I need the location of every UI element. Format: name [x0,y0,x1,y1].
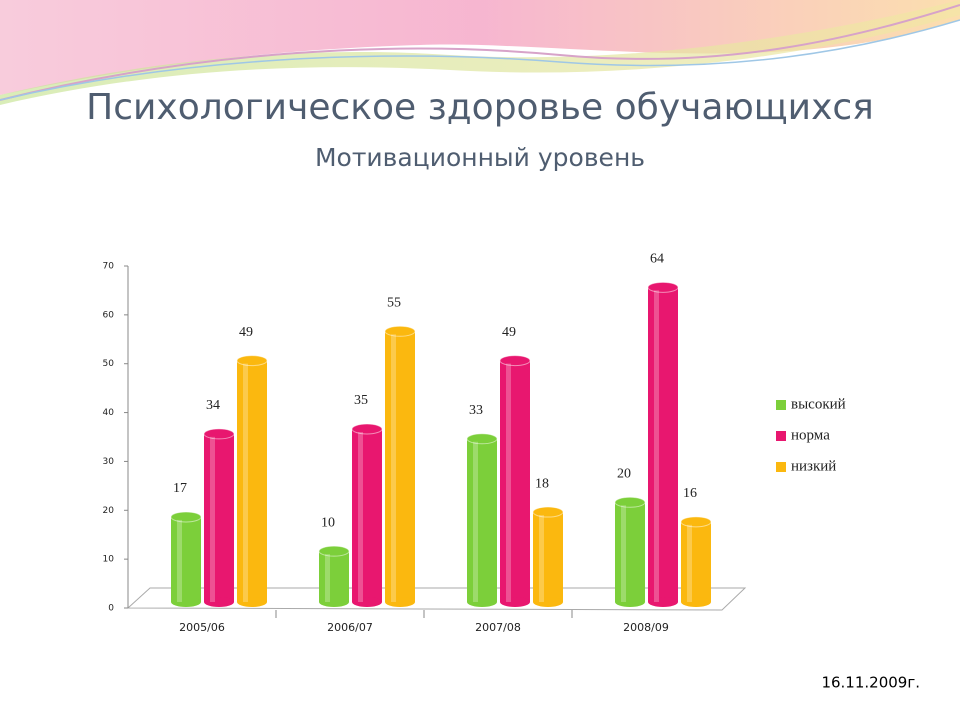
bar [615,502,645,602]
bar [352,429,382,602]
bar-bottom [237,597,267,607]
bar-shine [210,436,215,602]
y-tick-label: 20 [103,506,115,516]
bar-bottom [171,597,201,607]
decoration [0,0,960,105]
bar-shine [654,290,659,602]
bar [500,360,530,602]
legend-swatch [776,462,786,472]
x-tick-label: 2007/08 [475,621,521,634]
legend-label: высокий [791,396,846,412]
bar-bottom [681,597,711,607]
bar-bottom [385,597,415,607]
bar-bottom [500,597,530,607]
value-label: 10 [321,515,335,530]
bar-top [466,433,498,445]
bar-top [680,516,712,528]
legend-label: низкий [791,458,836,474]
bar-shine [391,334,396,602]
bar-shine [325,554,330,602]
bar-shine [506,363,511,602]
legend-swatch [776,400,786,410]
bar-top [384,325,416,337]
subtitle: Мотивационный уровень [315,143,645,172]
bar-shine [621,505,626,602]
bar-shine [473,441,478,602]
y-tick-label: 60 [103,310,115,320]
value-label: 64 [650,252,664,267]
bar [467,438,497,602]
bar [171,516,201,602]
bar-top [203,428,235,440]
y-tick-label: 10 [103,555,115,565]
value-label: 49 [239,325,253,340]
bar [204,433,234,602]
legend-swatch [776,431,786,441]
x-tick-label: 2008/09 [623,621,669,634]
value-label: 20 [617,467,631,482]
bar-top [351,423,383,435]
title: Психологическое здоровье обучающихся [86,87,874,128]
bar [533,512,563,602]
bar [648,287,678,602]
bar [385,331,415,602]
y-tick-label: 30 [103,457,115,467]
bar-bottom [533,597,563,607]
value-label: 34 [206,398,220,413]
bar-top [532,506,564,518]
bar-top [647,281,679,293]
bar-top [236,355,268,367]
value-label: 33 [469,403,483,418]
chart-floor [126,587,747,611]
bar [681,521,711,602]
date: 16.11.2009г. [821,674,920,692]
bar-shine [358,432,363,602]
bar-bottom [467,597,497,607]
y-tick-label: 50 [103,359,115,369]
y-tick-label: 0 [108,604,114,614]
bar-shine [243,363,248,602]
bar-top [318,545,350,557]
bar [237,360,267,602]
bar-bottom [648,597,678,607]
bar-bottom [352,597,382,607]
x-tick-label: 2006/07 [327,621,373,634]
bar-top [170,511,202,523]
y-tick-label: 40 [103,408,115,418]
bar [319,551,349,602]
bar-shine [687,524,692,602]
bar-shine [177,519,182,602]
value-label: 17 [173,481,187,496]
y-tick-label: 70 [103,262,115,272]
value-label: 55 [387,296,401,311]
bar-top [614,496,646,508]
bar-bottom [204,597,234,607]
value-label: 18 [535,476,549,491]
bar-top [499,355,531,367]
value-label: 49 [502,325,516,340]
bar-bottom [615,597,645,607]
bar-shine [539,515,544,602]
value-label: 16 [683,486,697,501]
value-label: 35 [354,393,368,408]
x-tick-label: 2005/06 [179,621,225,634]
bar-bottom [319,597,349,607]
legend-label: норма [791,427,830,443]
